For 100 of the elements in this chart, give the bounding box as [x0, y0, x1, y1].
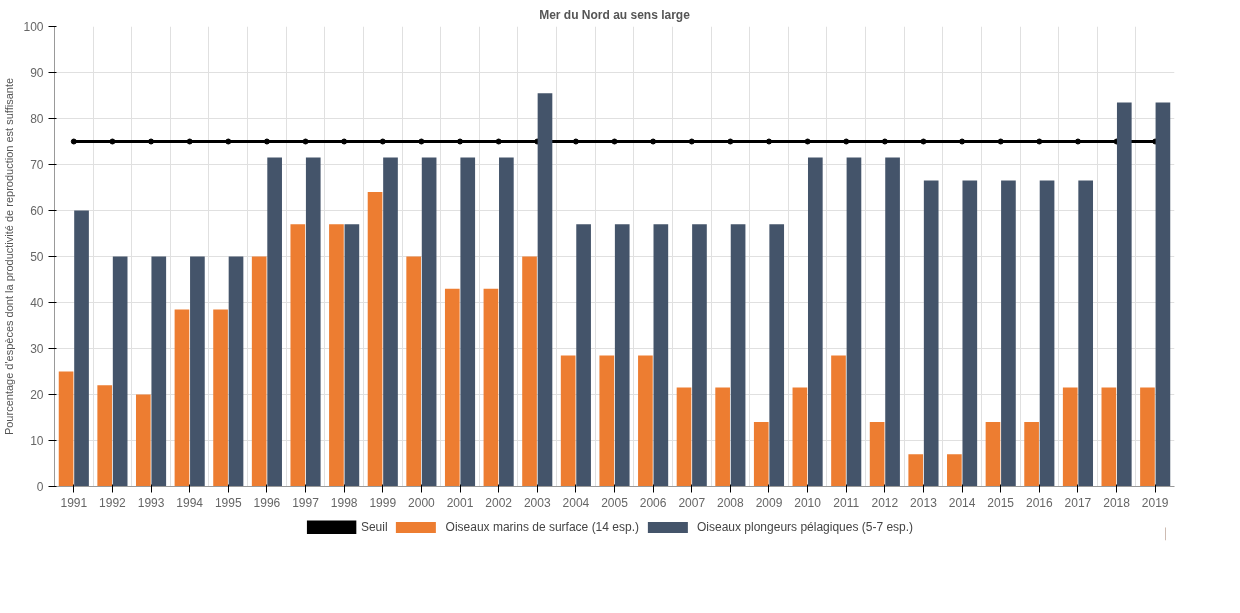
- x-tick-label: 1994: [176, 495, 204, 510]
- y-tick-label: 70: [30, 158, 44, 172]
- bar: [831, 355, 846, 487]
- y-tick-label: 80: [30, 112, 44, 126]
- x-tick-label: 2014: [948, 495, 976, 510]
- bar: [1039, 180, 1055, 487]
- chart-title: Mer du Nord au sens large: [539, 7, 691, 22]
- bar: [792, 387, 808, 487]
- bar: [1078, 180, 1094, 487]
- bar: [1062, 387, 1078, 487]
- x-tick-label: 1997: [292, 495, 320, 510]
- y-tick-label: 100: [23, 20, 44, 34]
- bar: [290, 224, 306, 487]
- y-tick-label: 90: [30, 66, 44, 80]
- x-tick-label: 1999: [369, 495, 397, 510]
- bar: [406, 256, 422, 487]
- x-tick-label: 1995: [214, 495, 242, 510]
- bar: [58, 371, 74, 487]
- bar: [1140, 387, 1155, 487]
- x-tick-label: 2016: [1025, 495, 1053, 510]
- bar: [1116, 102, 1132, 487]
- x-tick-label: 2000: [408, 495, 436, 510]
- x-tick-label: 2001: [446, 495, 474, 510]
- x-tick-label: 1996: [253, 495, 281, 510]
- x-tick-label: 2011: [833, 495, 860, 510]
- y-axis-title: Pourcentage d'espèces dont la productivité de reproduction est suffisante: [3, 77, 16, 436]
- bar: [367, 192, 383, 487]
- bar: [460, 157, 476, 487]
- x-tick-label: 2005: [601, 495, 629, 510]
- bar: [638, 355, 653, 487]
- legend-label: Oiseaux plongeurs pélagiques (5-7 esp.): [696, 520, 914, 534]
- x-tick-label: 1992: [99, 495, 127, 510]
- bar: [576, 224, 591, 487]
- x-tick-label: 2009: [755, 495, 783, 510]
- x-tick-label: 1991: [60, 495, 88, 510]
- bar: [190, 256, 205, 487]
- bar: [692, 224, 707, 487]
- bar: [251, 256, 267, 487]
- bar: [97, 385, 113, 487]
- x-tick-label: 2007: [678, 495, 706, 510]
- y-tick-label: 10: [30, 434, 44, 448]
- bar: [599, 355, 615, 487]
- x-tick-label: 2006: [639, 495, 667, 510]
- bar: [537, 93, 553, 487]
- bar: [908, 454, 924, 487]
- x-tick-label: 2012: [871, 495, 899, 510]
- x-tick-label: 1998: [330, 495, 358, 510]
- legend-label: Seuil: [360, 520, 388, 534]
- bar: [305, 157, 321, 487]
- x-tick-label: 2002: [485, 495, 513, 510]
- bar: [344, 224, 360, 487]
- y-tick-label: 40: [30, 296, 44, 310]
- x-tick-label: 2003: [523, 495, 551, 510]
- bar: [560, 355, 576, 487]
- bar: [267, 157, 282, 487]
- bar: [715, 387, 730, 487]
- x-tick-label: 2010: [794, 495, 822, 510]
- bar: [923, 180, 939, 487]
- bar: [1101, 387, 1117, 487]
- legend-label: Oiseaux marins de surface (14 esp.): [445, 520, 639, 534]
- bar: [174, 309, 190, 487]
- bar: [112, 256, 128, 487]
- y-tick-label: 60: [30, 204, 44, 218]
- bar: [135, 394, 151, 487]
- x-tick-label: 2008: [717, 495, 745, 510]
- bar: [985, 422, 1001, 487]
- y-tick-label: 20: [30, 388, 44, 402]
- bar: [1024, 422, 1039, 487]
- bar: [228, 256, 244, 487]
- bar: [151, 256, 167, 487]
- bar: [483, 288, 499, 487]
- bar: [213, 309, 228, 487]
- bar: [769, 224, 785, 487]
- bar: [522, 256, 537, 487]
- x-tick-label: 2017: [1064, 495, 1092, 510]
- bar: [676, 387, 692, 487]
- bar: [614, 224, 630, 487]
- bar: [421, 157, 437, 487]
- x-tick-label: 2015: [987, 495, 1015, 510]
- bar: [869, 422, 885, 487]
- x-tick-label: 1993: [137, 495, 165, 510]
- x-tick-label: 2018: [1103, 495, 1131, 510]
- bar: [329, 224, 344, 487]
- x-tick-label: 2019: [1141, 495, 1169, 510]
- bar: [383, 157, 398, 487]
- y-tick-label: 50: [30, 250, 44, 264]
- bar: [807, 157, 823, 487]
- x-tick-label: 2004: [562, 495, 590, 510]
- bar: [846, 157, 862, 487]
- bar: [74, 210, 89, 487]
- y-tick-label: 0: [36, 480, 44, 494]
- bar: [947, 454, 962, 487]
- bar: [1001, 180, 1016, 487]
- x-tick-label: 2013: [910, 495, 938, 510]
- bar: [730, 224, 746, 487]
- bar: [753, 422, 769, 487]
- bar: [962, 180, 978, 487]
- bar: [1155, 102, 1171, 487]
- bar: [499, 157, 514, 487]
- bar: [444, 288, 460, 487]
